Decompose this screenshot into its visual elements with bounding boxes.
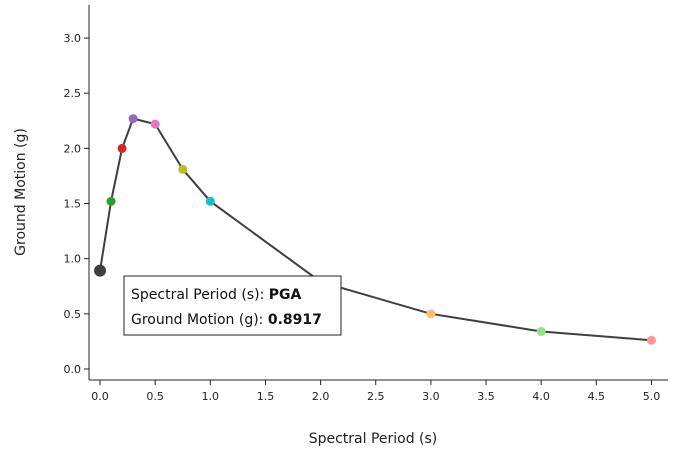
x-tick-label: 5.0	[643, 390, 661, 403]
x-tick-label: 4.5	[588, 390, 606, 403]
x-tick-label: 2.0	[312, 390, 330, 403]
x-tick-label: 1.0	[202, 390, 220, 403]
x-tick-label: 0.0	[91, 390, 109, 403]
y-tick-label: 3.0	[64, 32, 82, 45]
tooltip-period-line: Spectral Period (s): PGA	[131, 287, 302, 303]
data-point[interactable]	[205, 196, 215, 206]
data-points	[94, 114, 656, 345]
tooltip-period-value: PGA	[269, 287, 302, 303]
x-tick-label: 4.0	[532, 390, 550, 403]
tooltip-period-label: Spectral Period (s):	[131, 287, 269, 303]
x-tick-label: 0.5	[146, 390, 164, 403]
x-ticks: 0.0 0.5 1.0 1.5 2.0 2.5 3.0 3.5 4.0 4.5 5.0	[91, 380, 660, 403]
tooltip-motion-value: 0.8917	[268, 312, 322, 328]
data-point[interactable]	[646, 335, 656, 345]
y-tick-label: 1.5	[64, 198, 82, 211]
y-tick-label: 1.0	[64, 253, 82, 266]
data-point[interactable]	[106, 196, 116, 206]
tooltip-box	[123, 275, 342, 336]
y-axis-title: Ground Motion (g)	[13, 128, 29, 256]
data-point[interactable]	[536, 326, 546, 336]
data-point[interactable]	[178, 164, 188, 174]
tooltip-motion-label: Ground Motion (g):	[131, 312, 268, 328]
y-tick-label: 0.5	[64, 308, 82, 321]
x-axis-title: Spectral Period (s)	[309, 431, 438, 447]
axes: 0.0 0.5 1.0 1.5 2.0 2.5 3.0 0.0 0.5 1.0 1.5 2.0 2.5…	[64, 5, 668, 403]
x-tick-label: 3.0	[422, 390, 440, 403]
data-point-highlighted[interactable]	[94, 264, 107, 277]
x-tick-label: 1.5	[257, 390, 275, 403]
data-point[interactable]	[150, 119, 160, 129]
data-point[interactable]	[128, 114, 138, 124]
y-tick-label: 2.5	[64, 87, 82, 100]
y-ticks: 0.0 0.5 1.0 1.5 2.0 2.5 3.0	[64, 32, 89, 376]
tooltip: Spectral Period (s): PGA Ground Motion (…	[123, 275, 342, 336]
data-point[interactable]	[426, 309, 436, 319]
y-tick-label: 0.0	[64, 363, 82, 376]
x-tick-label: 2.5	[367, 390, 385, 403]
tooltip-motion-line: Ground Motion (g): 0.8917	[131, 312, 322, 328]
data-point[interactable]	[117, 143, 127, 153]
x-tick-label: 3.5	[477, 390, 495, 403]
y-tick-label: 2.0	[64, 142, 82, 155]
